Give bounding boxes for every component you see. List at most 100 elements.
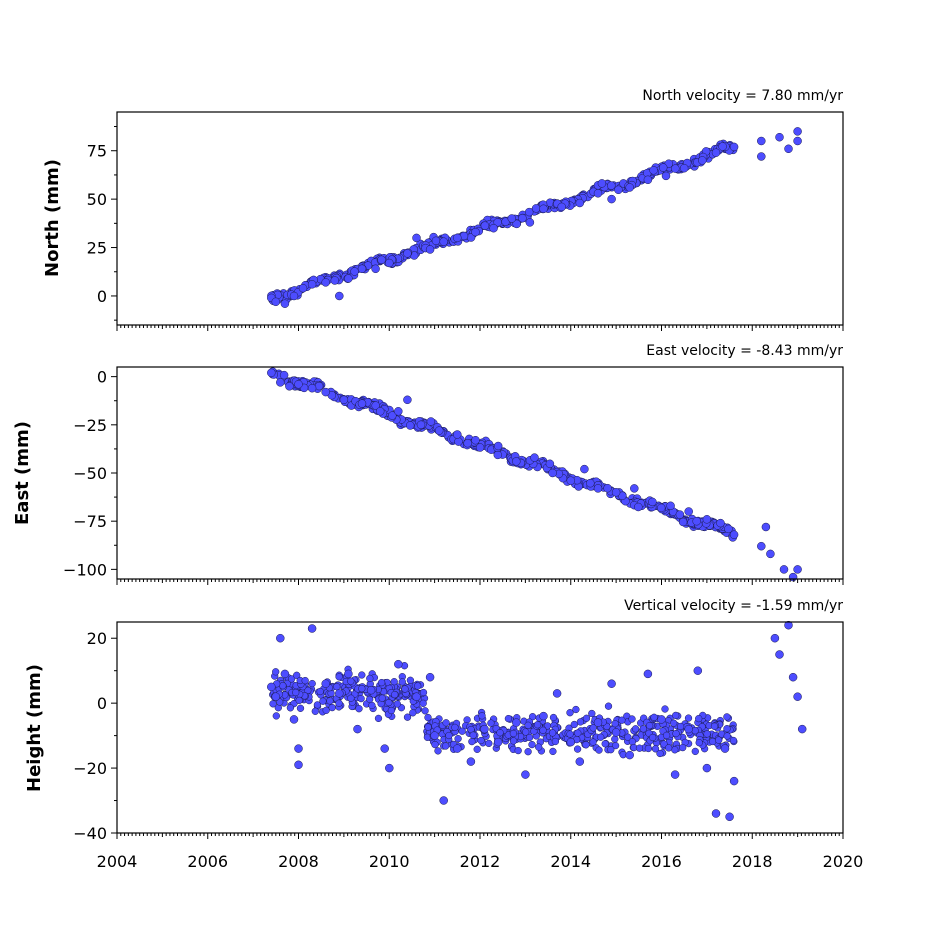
data-point <box>679 163 689 173</box>
y-tick-label: −20 <box>73 759 107 778</box>
data-point <box>294 760 303 770</box>
data-point <box>366 674 374 683</box>
data-point <box>552 689 562 698</box>
data-point <box>651 745 660 753</box>
y-tick-label: 0 <box>97 287 107 306</box>
x-tick-label: 2004 <box>97 852 138 871</box>
data-point <box>301 676 309 685</box>
data-point <box>575 757 585 766</box>
data-point <box>715 736 723 744</box>
data-point <box>313 701 322 709</box>
data-point <box>493 441 503 451</box>
data-point <box>347 677 355 685</box>
data-point <box>509 729 518 738</box>
data-point <box>573 745 582 753</box>
data-point <box>614 185 623 195</box>
data-point <box>661 171 671 181</box>
data-point <box>406 676 415 684</box>
data-point <box>723 713 731 721</box>
data-point <box>425 245 435 254</box>
point-cloud <box>268 367 738 542</box>
data-point <box>678 517 688 527</box>
data-point <box>649 166 658 175</box>
data-point <box>423 733 432 741</box>
data-point <box>724 524 733 534</box>
data-point <box>434 747 442 755</box>
y-tick-label: 50 <box>87 190 107 209</box>
data-point <box>611 741 620 750</box>
data-point <box>316 687 324 696</box>
data-point <box>684 507 693 516</box>
data-points <box>267 127 802 308</box>
data-point <box>779 565 789 574</box>
x-axis-ticks <box>116 579 844 585</box>
y-tick-label: −25 <box>73 416 107 435</box>
data-point <box>358 671 366 679</box>
data-point <box>582 741 590 749</box>
data-point <box>458 727 466 735</box>
data-point <box>695 739 703 747</box>
data-point <box>344 669 353 679</box>
data-point <box>471 435 480 445</box>
data-point <box>358 684 366 693</box>
data-point <box>403 713 412 721</box>
data-point <box>509 737 518 745</box>
data-point <box>267 682 276 692</box>
velocity-label: Vertical velocity = -1.59 mm/yr <box>624 598 843 614</box>
data-point <box>624 733 632 741</box>
data-point <box>514 746 522 755</box>
data-point <box>311 707 319 715</box>
data-point <box>463 438 472 448</box>
data-point <box>272 668 280 676</box>
data-point <box>672 711 680 720</box>
data-point <box>279 682 287 690</box>
data-point <box>525 733 534 742</box>
data-point <box>512 219 521 229</box>
data-point <box>276 378 285 387</box>
y-tick-label: 25 <box>87 239 107 258</box>
data-point <box>784 144 793 154</box>
data-point <box>507 214 517 223</box>
data-point <box>793 127 802 136</box>
data-point <box>487 719 495 727</box>
data-point <box>549 747 557 756</box>
data-point <box>684 714 693 722</box>
data-point <box>530 453 539 462</box>
x-tick-label: 2010 <box>369 852 410 871</box>
data-point <box>611 720 619 728</box>
velocity-label: North velocity = 7.80 mm/yr <box>642 88 843 104</box>
data-point <box>434 426 444 435</box>
data-point <box>643 669 653 679</box>
data-point <box>784 620 793 630</box>
data-point <box>478 712 486 720</box>
data-point <box>321 387 330 397</box>
data-point <box>308 679 316 688</box>
data-points <box>267 368 802 582</box>
data-point <box>414 682 422 690</box>
data-point <box>271 297 281 307</box>
y-tick-label: 20 <box>87 629 107 648</box>
data-point <box>380 744 389 753</box>
data-point <box>393 700 401 708</box>
data-point <box>575 198 585 208</box>
data-point <box>398 678 406 686</box>
data-point <box>371 401 380 410</box>
data-point <box>267 368 276 378</box>
data-point <box>525 218 535 227</box>
data-point <box>625 750 634 760</box>
data-point <box>357 264 367 274</box>
y-tick-label: 75 <box>87 142 107 161</box>
height-panel: 2004 2006 2008 2010 2012 2014 2016 2018 2020200−… <box>24 598 863 871</box>
data-point <box>676 722 685 731</box>
data-point <box>625 183 634 192</box>
data-point <box>770 633 780 643</box>
data-point <box>289 715 299 724</box>
data-point <box>716 518 725 528</box>
data-point <box>387 706 396 715</box>
data-point <box>453 744 462 753</box>
data-point <box>368 701 376 710</box>
y-axis-ticks: 20 0 −20 −40 <box>73 629 117 843</box>
data-point <box>473 745 481 753</box>
data-point <box>611 735 619 743</box>
